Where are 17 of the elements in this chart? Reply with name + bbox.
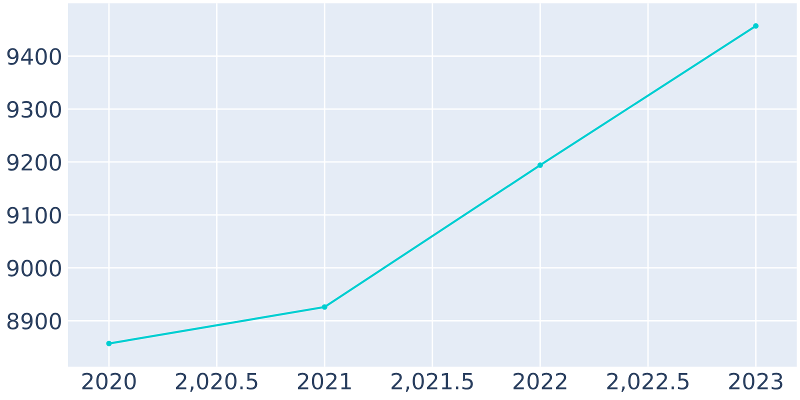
x-tick-label: 2020: [82, 372, 136, 390]
y-tick-label: 9100: [7, 206, 61, 224]
x-tick-label: 2021: [298, 372, 351, 390]
point: [106, 340, 112, 346]
x-tick-label: 2,021.5: [392, 372, 473, 392]
x-tick-label: 2023: [729, 372, 782, 390]
x-tick-label: 2022: [514, 372, 566, 390]
y-tick-label: 9000: [7, 260, 61, 277]
point: [322, 304, 328, 310]
x-tick-label: 2,022.5: [607, 372, 688, 392]
y-tick-label: 9300: [7, 101, 61, 118]
y-tick-label: 8900: [7, 312, 61, 330]
y-tick-label: 9400: [7, 48, 61, 65]
point: [537, 162, 543, 168]
x-tick-label: 2,020.5: [176, 372, 258, 392]
point: [753, 23, 759, 29]
y-tick-label: 9200: [7, 154, 61, 171]
